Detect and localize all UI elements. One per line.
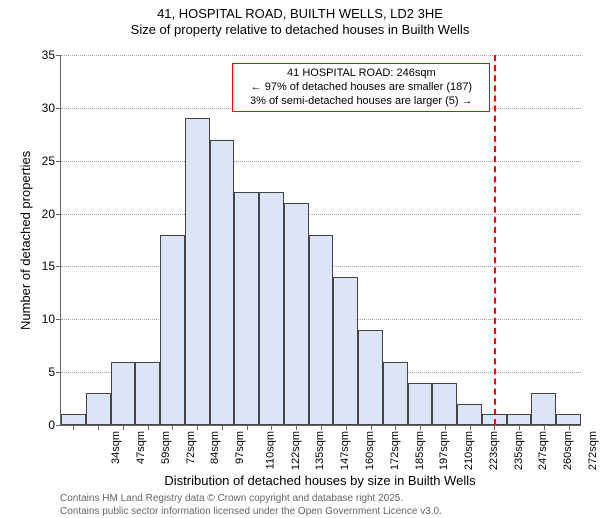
xtick-label: 172sqm <box>389 431 401 470</box>
histogram-bar <box>333 277 358 425</box>
xtick-mark <box>420 425 421 430</box>
xtick-mark <box>296 425 297 430</box>
xtick-label: 122sqm <box>290 431 302 470</box>
xtick-mark <box>445 425 446 430</box>
chart-title-line1: 41, HOSPITAL ROAD, BUILTH WELLS, LD2 3HE <box>0 6 600 22</box>
histogram-bar <box>432 383 457 425</box>
gridline-h <box>61 214 581 215</box>
ytick-mark <box>56 319 61 320</box>
histogram-bar <box>358 330 383 425</box>
xtick-mark <box>148 425 149 430</box>
ytick-label: 5 <box>48 365 55 379</box>
xtick-label: 110sqm <box>264 431 276 469</box>
ytick-label: 10 <box>42 312 55 326</box>
histogram-bar <box>507 414 532 425</box>
ytick-label: 30 <box>42 101 55 115</box>
xtick-label: 47sqm <box>135 431 147 464</box>
xtick-label: 34sqm <box>110 431 122 464</box>
xtick-label: 84sqm <box>209 431 221 464</box>
xtick-mark <box>197 425 198 430</box>
xtick-label: 185sqm <box>414 431 426 470</box>
histogram-bar <box>86 393 111 425</box>
x-axis-title: Distribution of detached houses by size … <box>60 473 580 488</box>
ytick-label: 20 <box>42 207 55 221</box>
ytick-mark <box>56 108 61 109</box>
gridline-h <box>61 161 581 162</box>
xtick-mark <box>519 425 520 430</box>
ytick-mark <box>56 214 61 215</box>
chart-titles: 41, HOSPITAL ROAD, BUILTH WELLS, LD2 3HE… <box>0 6 600 39</box>
xtick-mark <box>494 425 495 430</box>
ytick-mark <box>56 161 61 162</box>
y-axis-title: Number of detached properties <box>18 151 33 330</box>
xtick-label: 59sqm <box>160 431 172 464</box>
xtick-label: 160sqm <box>364 431 376 470</box>
ytick-label: 25 <box>42 154 55 168</box>
xtick-label: 223sqm <box>488 431 500 470</box>
xtick-mark <box>395 425 396 430</box>
histogram-bar <box>234 192 259 425</box>
xtick-mark <box>346 425 347 430</box>
xtick-label: 247sqm <box>537 431 549 470</box>
annotation-line3: 3% of semi-detached houses are larger (5… <box>239 95 483 109</box>
chart-footer: Contains HM Land Registry data © Crown c… <box>60 493 442 518</box>
histogram-bar <box>185 118 210 425</box>
xtick-mark <box>247 425 248 430</box>
annotation-line1: 41 HOSPITAL ROAD: 246sqm <box>239 67 483 81</box>
histogram-bar <box>531 393 556 425</box>
histogram-bar <box>383 362 408 425</box>
histogram-bar <box>111 362 136 425</box>
ytick-mark <box>56 425 61 426</box>
xtick-label: 197sqm <box>438 431 450 470</box>
histogram-bar <box>135 362 160 425</box>
xtick-label: 147sqm <box>339 431 351 470</box>
footer-line2: Contains public sector information licen… <box>60 506 442 518</box>
histogram-bar <box>408 383 433 425</box>
chart-title-line2: Size of property relative to detached ho… <box>0 22 600 38</box>
xtick-mark <box>98 425 99 430</box>
xtick-mark <box>470 425 471 430</box>
ytick-mark <box>56 55 61 56</box>
xtick-mark <box>569 425 570 430</box>
xtick-mark <box>371 425 372 430</box>
histogram-bar <box>210 140 235 425</box>
xtick-mark <box>222 425 223 430</box>
xtick-mark <box>321 425 322 430</box>
xtick-mark <box>544 425 545 430</box>
histogram-bar <box>457 404 482 425</box>
histogram-bar <box>556 414 581 425</box>
xtick-label: 260sqm <box>562 431 574 470</box>
xtick-mark <box>73 425 74 430</box>
ytick-label: 15 <box>42 259 55 273</box>
histogram-bar <box>259 192 284 425</box>
annotation-box: 41 HOSPITAL ROAD: 246sqm← 97% of detache… <box>232 63 490 112</box>
xtick-mark <box>271 425 272 430</box>
footer-line1: Contains HM Land Registry data © Crown c… <box>60 493 442 506</box>
ytick-mark <box>56 372 61 373</box>
ytick-label: 0 <box>48 418 55 432</box>
xtick-label: 210sqm <box>463 431 475 470</box>
histogram-bar <box>160 235 185 425</box>
xtick-mark <box>172 425 173 430</box>
xtick-label: 97sqm <box>234 431 246 464</box>
plot-area: 0510152025303534sqm47sqm59sqm72sqm84sqm9… <box>60 55 581 426</box>
ytick-label: 35 <box>42 48 55 62</box>
xtick-label: 135sqm <box>315 431 327 470</box>
xtick-label: 272sqm <box>587 431 599 470</box>
histogram-bar <box>284 203 309 425</box>
annotation-line2: ← 97% of detached houses are smaller (18… <box>239 81 483 95</box>
xtick-label: 72sqm <box>185 431 197 464</box>
xtick-label: 235sqm <box>513 431 525 470</box>
gridline-h <box>61 55 581 56</box>
xtick-mark <box>123 425 124 430</box>
ytick-mark <box>56 266 61 267</box>
histogram-bar <box>309 235 334 425</box>
histogram-bar <box>61 414 86 425</box>
marker-line <box>494 55 496 425</box>
chart-container: 41, HOSPITAL ROAD, BUILTH WELLS, LD2 3HE… <box>0 0 600 500</box>
